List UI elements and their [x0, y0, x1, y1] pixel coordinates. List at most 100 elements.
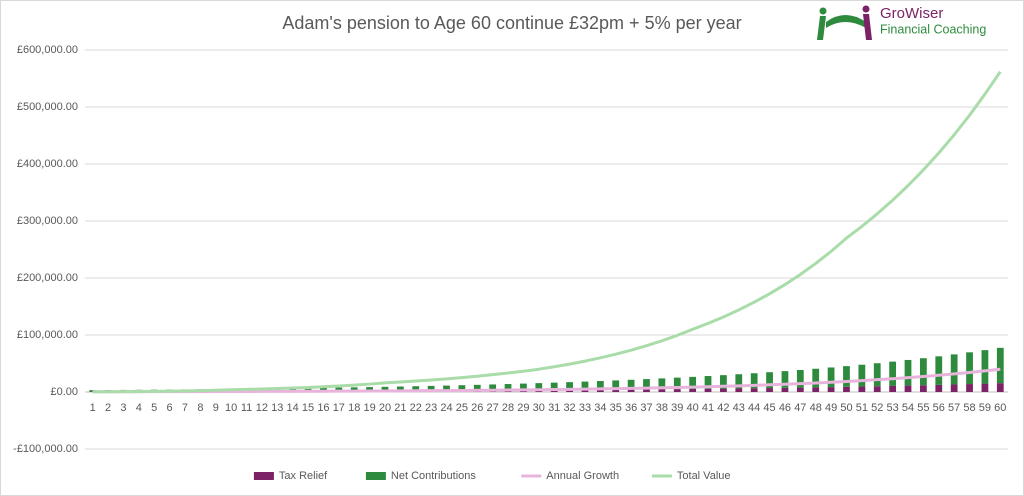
legend-label: Total Value: [677, 470, 731, 482]
bar: [396, 386, 404, 391]
bar: [812, 368, 820, 388]
x-tick-label: 57: [948, 402, 960, 414]
bar: [289, 388, 297, 392]
bar: [320, 387, 327, 392]
x-tick-label: 17: [333, 402, 345, 414]
x-tick-label: 14: [287, 402, 299, 414]
bar: [335, 387, 343, 392]
bar: [796, 387, 804, 392]
x-tick-label: 39: [671, 402, 683, 414]
bar: [427, 385, 435, 391]
x-tick-label: 25: [456, 402, 468, 414]
x-tick-label: 28: [502, 402, 514, 414]
logo-icon: [817, 16, 826, 40]
bar: [627, 389, 635, 392]
legend-swatch: [365, 472, 386, 480]
x-tick-label: 44: [748, 402, 760, 414]
bar: [920, 358, 927, 386]
x-tick-label: 51: [856, 402, 868, 414]
bar: [704, 388, 712, 392]
x-tick-label: 60: [994, 402, 1006, 414]
x-tick-label: 48: [810, 402, 822, 414]
logo-icon: [863, 14, 872, 40]
bar: [950, 354, 958, 385]
bar: [966, 384, 973, 392]
bar: [889, 361, 897, 386]
bar: [489, 384, 497, 391]
logo-icon: [862, 5, 870, 13]
bar: [781, 371, 789, 388]
line: [92, 70, 1002, 394]
bar: [643, 379, 650, 390]
legend-label: Net Contributions: [391, 470, 476, 482]
bar: [996, 383, 1004, 392]
bar: [827, 387, 835, 392]
bar: [520, 383, 527, 391]
bar: [981, 350, 989, 384]
x-tick-label: 13: [271, 402, 283, 414]
bar: [581, 381, 589, 390]
x-tick-label: 20: [379, 402, 391, 414]
bar: [720, 375, 727, 389]
line: [92, 367, 1001, 394]
chart-title: Adam's pension to Age 60 continue £32pm …: [282, 13, 741, 33]
x-tick-label: 22: [410, 402, 422, 414]
bar: [381, 386, 389, 391]
x-tick-label: 59: [979, 402, 991, 414]
y-tick-label: £400,000.00: [17, 158, 78, 170]
bar: [658, 389, 666, 392]
x-tick-label: 47: [794, 402, 806, 414]
x-tick-label: 15: [302, 402, 314, 414]
bar: [673, 377, 681, 390]
logo-icon: [819, 7, 827, 15]
x-tick-label: 18: [348, 402, 360, 414]
x-tick-label: 9: [213, 402, 219, 414]
x-tick-label: 7: [182, 402, 188, 414]
logo-tagline: Financial Coaching: [880, 22, 986, 36]
bar: [812, 387, 820, 392]
x-tick-label: 32: [563, 402, 575, 414]
x-tick-label: 34: [594, 402, 606, 414]
bar: [304, 388, 312, 392]
bar: [766, 372, 773, 389]
bar: [720, 388, 727, 392]
bar: [843, 386, 850, 392]
legend-label: Tax Relief: [279, 470, 328, 482]
x-tick-label: 19: [363, 402, 375, 414]
y-tick-label: £0.00: [50, 386, 78, 398]
x-tick-label: 36: [625, 402, 637, 414]
x-tick-label: 43: [733, 402, 745, 414]
bar: [889, 385, 897, 392]
x-tick-label: 4: [136, 402, 142, 414]
bar: [843, 366, 850, 387]
x-tick-label: 8: [197, 402, 203, 414]
bar: [858, 386, 866, 392]
bar: [550, 382, 558, 391]
y-tick-label: £300,000.00: [17, 215, 78, 227]
bar: [596, 381, 604, 390]
x-tick-label: 45: [763, 402, 775, 414]
bar: [858, 364, 866, 387]
x-tick-label: 40: [687, 402, 699, 414]
bar: [566, 390, 573, 392]
x-tick-label: 5: [151, 402, 157, 414]
bar: [873, 363, 881, 387]
x-tick-label: 58: [963, 402, 975, 414]
bar: [612, 380, 620, 390]
x-tick-label: 53: [887, 402, 899, 414]
logo-name: GroWiser: [880, 5, 943, 22]
x-tick-label: 56: [933, 402, 945, 414]
bar: [366, 387, 373, 392]
x-tick-label: 26: [471, 402, 483, 414]
x-tick-label: 21: [394, 402, 406, 414]
x-tick-label: 12: [256, 402, 268, 414]
bar: [350, 387, 358, 392]
y-tick-label: £100,000.00: [17, 329, 78, 341]
x-tick-label: 31: [548, 402, 560, 414]
legend-swatch: [253, 472, 274, 480]
bar: [996, 347, 1004, 384]
bar: [981, 383, 989, 392]
legend-label: Annual Growth: [546, 470, 619, 482]
